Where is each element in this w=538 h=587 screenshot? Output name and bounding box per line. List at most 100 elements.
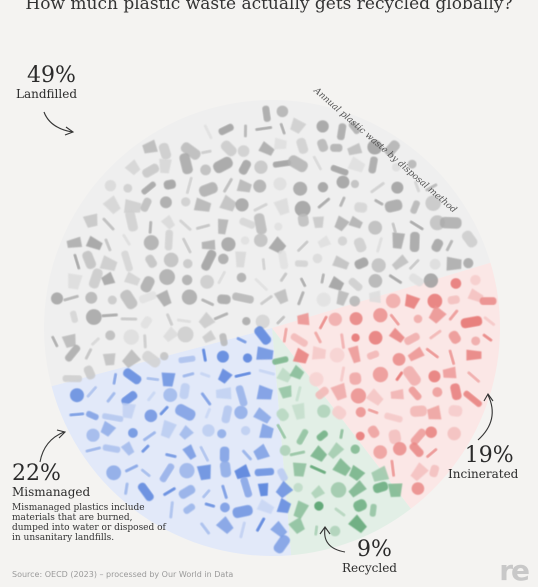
plastic-item-landfilled — [336, 290, 350, 306]
plastic-item-incinerated — [407, 346, 425, 362]
plastic-item-incinerated — [388, 327, 405, 343]
pie-slice-recycled — [272, 328, 411, 556]
plastic-item-landfilled — [88, 268, 103, 289]
plastic-item-recycled — [291, 402, 305, 420]
plastic-item-landfilled — [101, 271, 116, 286]
plastic-item-landfilled — [182, 237, 192, 254]
plastic-item-incinerated — [347, 345, 361, 364]
plastic-item-landfilled — [177, 326, 194, 343]
plastic-item-landfilled — [391, 181, 404, 194]
plastic-item-landfilled — [391, 222, 397, 234]
plastic-item-mismanaged — [161, 372, 176, 387]
plastic-item-landfilled — [217, 294, 231, 305]
plastic-item-mismanaged — [204, 502, 216, 508]
plastic-item-mismanaged — [182, 444, 197, 460]
plastic-item-mismanaged — [86, 428, 100, 442]
plastic-item-incinerated — [384, 412, 403, 423]
plastic-item-mismanaged — [256, 498, 275, 515]
plastic-item-landfilled — [429, 258, 441, 270]
plastic-item-landfilled — [163, 326, 179, 343]
plastic-item-landfilled — [85, 235, 103, 251]
label-recycled: 9% Recycled — [342, 537, 397, 575]
plastic-item-landfilled — [423, 273, 439, 288]
plastic-item-landfilled — [50, 292, 64, 305]
plastic-item-landfilled — [120, 289, 138, 310]
plastic-item-landfilled — [409, 273, 424, 287]
plastic-item-recycled — [350, 444, 360, 454]
plastic-item-landfilled — [384, 199, 403, 213]
plastic-item-incinerated — [372, 366, 389, 383]
plastic-item-incinerated — [448, 309, 459, 321]
plastic-item-landfilled — [374, 199, 384, 206]
plastic-item-mismanaged — [122, 368, 142, 385]
plastic-item-landfilled — [64, 344, 81, 362]
plastic-item-landfilled — [125, 209, 138, 232]
plastic-item-landfilled — [272, 159, 292, 168]
plastic-item-mismanaged — [69, 388, 84, 403]
plastic-item-mismanaged — [256, 384, 273, 400]
plastic-item-landfilled — [200, 274, 214, 289]
plastic-item-mismanaged — [254, 467, 275, 477]
plastic-item-mismanaged — [199, 446, 210, 462]
plastic-item-landfilled — [384, 140, 400, 157]
plastic-item-mismanaged — [240, 476, 253, 498]
plastic-item-mismanaged — [232, 504, 253, 519]
plastic-item-landfilled — [105, 330, 116, 341]
plastic-item-mismanaged — [242, 449, 252, 461]
plastic-item-landfilled — [261, 258, 266, 271]
plastic-item-recycled — [276, 408, 289, 422]
plastic-item-landfilled — [198, 182, 218, 197]
plastic-item-incinerated — [385, 293, 401, 309]
plastic-item-incinerated — [351, 333, 360, 342]
plastic-item-mismanaged — [183, 503, 196, 515]
plastic-item-landfilled — [104, 180, 117, 192]
plastic-item-mismanaged — [128, 428, 138, 438]
arrow-recycled — [324, 527, 346, 553]
plastic-item-incinerated — [427, 405, 442, 420]
plastic-item-incinerated — [448, 330, 461, 344]
plastic-item-recycled — [293, 500, 310, 519]
plastic-item-incinerated — [390, 459, 396, 477]
plastic-item-landfilled — [218, 218, 229, 235]
plastic-item-incinerated — [467, 288, 484, 303]
landfilled-percent: 49% — [27, 63, 76, 88]
plastic-item-incinerated — [390, 388, 404, 400]
plastic-item-landfilled — [70, 310, 79, 324]
plastic-item-incinerated — [365, 388, 384, 406]
plastic-item-landfilled — [337, 236, 348, 246]
plastic-item-incinerated — [314, 331, 322, 344]
plastic-item-mismanaged — [160, 419, 177, 439]
plastic-item-landfilled — [213, 312, 229, 321]
plastic-item-recycled — [295, 386, 302, 402]
plastic-item-mismanaged — [102, 444, 121, 453]
plastic-item-mismanaged — [202, 489, 211, 499]
plastic-item-mismanaged — [234, 371, 251, 378]
plastic-item-landfilled — [179, 219, 192, 231]
plastic-item-landfilled — [336, 123, 347, 141]
plastic-item-mismanaged — [273, 534, 291, 554]
plastic-item-landfilled — [371, 258, 386, 273]
plastic-item-landfilled — [350, 179, 360, 189]
plastic-item-incinerated — [471, 336, 481, 346]
plastic-item-landfilled — [388, 274, 403, 284]
plastic-item-mismanaged — [178, 484, 196, 499]
plastic-item-landfilled — [409, 220, 424, 231]
plastic-item-mismanaged — [124, 482, 129, 495]
plastic-item-landfilled — [294, 260, 309, 267]
plastic-item-landfilled — [276, 315, 286, 325]
plastic-item-incinerated — [339, 366, 346, 382]
plastic-item-incinerated — [425, 426, 437, 438]
plastic-item-mismanaged — [239, 521, 246, 539]
plastic-item-incinerated — [297, 312, 310, 326]
plastic-item-landfilled — [274, 222, 283, 231]
plastic-item-landfilled — [218, 123, 234, 136]
plastic-item-landfilled — [140, 197, 152, 212]
plastic-item-mismanaged — [236, 337, 247, 344]
plastic-item-mismanaged — [256, 346, 274, 360]
plastic-item-incinerated — [410, 428, 427, 445]
plastic-item-landfilled — [317, 182, 329, 193]
plastic-item-incinerated — [428, 305, 447, 324]
plastic-item-incinerated — [315, 386, 329, 400]
plastic-item-recycled — [310, 445, 328, 462]
plastic-item-landfilled — [268, 236, 287, 254]
